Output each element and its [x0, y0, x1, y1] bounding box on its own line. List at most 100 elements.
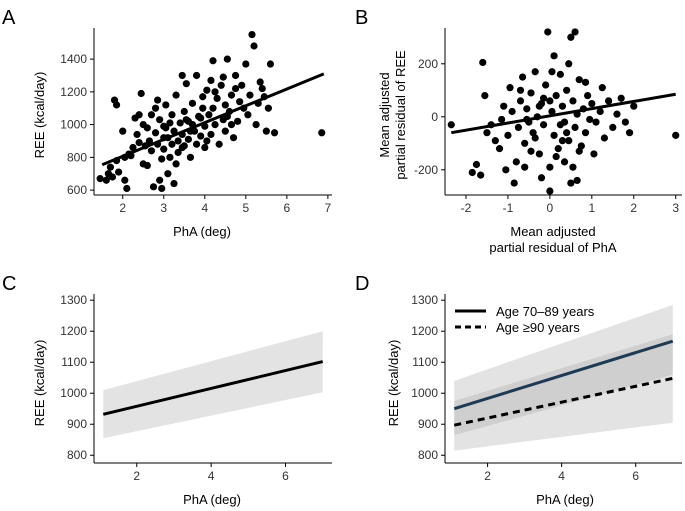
x-tick-label: 2	[484, 469, 491, 483]
data-point	[552, 152, 560, 161]
plot-area: 2 3 4 5 6 7 600 800 1000 1200 1400	[60, 28, 332, 215]
data-point	[149, 183, 158, 191]
panel-a: A PhA (deg) REE (kcal/day) 2 3 4 5 6 7 600 800 1…	[2, 7, 332, 239]
y-tick-label: 800	[67, 150, 87, 164]
x-tick-label: 6	[282, 469, 289, 483]
y-tick-label: 1100	[412, 355, 438, 369]
data-point	[596, 107, 604, 116]
x-axis-title-line-1: Mean adjusted	[510, 224, 595, 239]
data-point	[106, 163, 115, 171]
x-axis-title: PhA (deg)	[183, 492, 241, 507]
data-point	[211, 120, 219, 129]
data-point	[548, 68, 556, 76]
data-point	[571, 28, 579, 36]
x-tick-label: -2	[461, 201, 472, 215]
data-point	[236, 98, 244, 106]
data-point	[184, 135, 192, 143]
x-tick-label: 7	[325, 201, 332, 215]
data-point	[479, 58, 487, 67]
data-point	[600, 134, 608, 142]
data-point	[143, 124, 151, 132]
data-point	[102, 176, 110, 184]
series-line	[453, 339, 674, 411]
data-point	[500, 102, 508, 110]
y-axis-title-line-2: partial residual of REE	[393, 50, 408, 180]
legend-label: Age ≥90 years	[496, 320, 580, 335]
data-point	[586, 115, 594, 124]
x-axis-title: PhA (deg)	[536, 492, 594, 507]
data-point	[223, 55, 231, 63]
data-point	[514, 123, 523, 132]
x-tick-label: -1	[503, 201, 514, 215]
data-point	[168, 140, 176, 148]
y-axis-title: REE (kcal/day)	[386, 340, 401, 427]
data-point	[510, 179, 518, 187]
data-point	[491, 137, 499, 145]
data-point	[617, 94, 625, 102]
y-tick-label: 1300	[411, 293, 438, 307]
data-point	[539, 121, 548, 129]
data-point	[211, 88, 219, 96]
data-point	[213, 94, 221, 103]
data-point	[563, 129, 571, 137]
y-tick-label: 800	[67, 448, 87, 462]
data-point	[219, 73, 227, 81]
data-point	[598, 84, 606, 92]
data-point	[207, 130, 215, 139]
data-point	[182, 116, 190, 124]
y-tick-label: 900	[418, 417, 438, 431]
legend: Age 70–89 years Age ≥90 years	[455, 304, 595, 335]
series-line	[102, 360, 324, 416]
data-point	[96, 175, 104, 183]
data-point	[531, 68, 539, 76]
data-point	[154, 96, 162, 104]
data-point	[172, 160, 180, 168]
data-point	[472, 160, 481, 169]
y-tick-label: 0	[431, 110, 438, 124]
data-point	[135, 139, 143, 147]
y-tick-label: 600	[67, 183, 87, 197]
data-point	[558, 137, 567, 145]
data-point	[477, 171, 485, 179]
x-tick-label: 2	[133, 469, 140, 483]
y-tick-label: 1100	[61, 355, 87, 369]
data-point	[672, 131, 680, 139]
y-tick-label: 800	[418, 448, 438, 462]
data-point	[192, 140, 201, 148]
data-point	[197, 132, 205, 140]
data-point	[170, 179, 178, 188]
data-point	[495, 145, 504, 153]
data-point	[221, 101, 229, 109]
data-point	[162, 124, 170, 132]
data-point	[447, 121, 455, 129]
y-tick-label: 1000	[60, 118, 87, 132]
data-point	[544, 28, 552, 36]
data-point	[266, 60, 275, 68]
data-point	[234, 117, 242, 125]
data-point	[613, 110, 621, 118]
x-tick-label: 1	[588, 201, 595, 215]
data-point	[546, 97, 554, 105]
data-point	[508, 107, 516, 116]
data-point	[199, 104, 207, 112]
data-point	[123, 184, 131, 193]
data-point	[203, 86, 211, 94]
data-point	[521, 139, 529, 147]
confidence-band	[454, 334, 673, 451]
data-point	[174, 148, 182, 157]
x-tick-label: 6	[632, 469, 639, 483]
data-point	[604, 97, 613, 105]
data-point	[264, 104, 272, 112]
data-point	[215, 140, 223, 148]
data-point	[569, 97, 577, 105]
data-point	[318, 129, 326, 137]
panel-label: B	[355, 7, 368, 29]
data-point	[621, 118, 629, 126]
data-point	[498, 115, 506, 124]
data-point	[567, 179, 575, 187]
data-point	[156, 176, 164, 184]
legend-label: Age 70–89 years	[496, 304, 595, 319]
panel-b: B Mean adjusted partial residual of PhA …	[355, 7, 682, 255]
data-point	[252, 120, 260, 129]
